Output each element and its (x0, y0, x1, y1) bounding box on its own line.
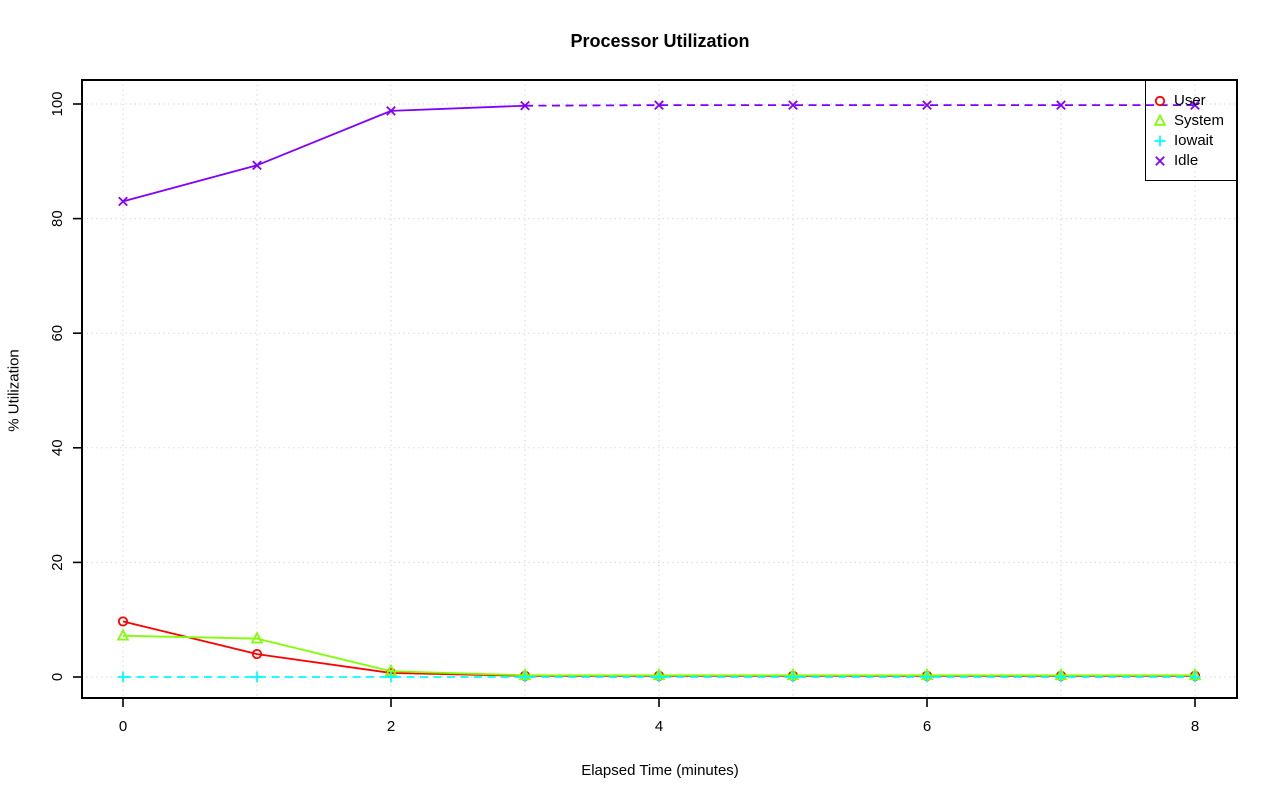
svg-text:80: 80 (49, 210, 66, 227)
svg-text:0: 0 (119, 718, 127, 735)
series-iowait (117, 671, 1201, 683)
legend-item-system: System (1146, 111, 1236, 131)
legend-label-idle: Idle (1174, 152, 1199, 169)
legend-item-idle: Idle (1146, 151, 1236, 171)
legend-label-user: User (1174, 92, 1206, 109)
svg-text:4: 4 (655, 718, 663, 735)
svg-text:0: 0 (49, 673, 66, 681)
svg-text:60: 60 (49, 325, 66, 342)
series-idle (118, 100, 1200, 207)
chart-title: Processor Utilization (570, 31, 750, 51)
plot-box (81, 79, 1238, 699)
svg-text:6: 6 (923, 718, 931, 735)
svg-text:20: 20 (49, 554, 66, 571)
x-axis-label: Elapsed Time (minutes) (581, 762, 739, 779)
gridlines (82, 80, 1237, 698)
svg-text:8: 8 (1191, 718, 1199, 735)
legend-item-iowait: Iowait (1146, 131, 1236, 151)
x-axis: 0 2 4 6 8 (119, 699, 1199, 735)
legend-label-system: System (1174, 112, 1225, 129)
legend-item-user: User (1146, 91, 1236, 111)
svg-text:2: 2 (387, 718, 395, 735)
system-triangle-marker-icon (1153, 113, 1167, 128)
svg-text:100: 100 (49, 91, 66, 116)
y-axis: 0 20 40 60 80 100 (49, 91, 81, 681)
legend: User System Iowait Idle (1145, 80, 1237, 181)
legend-label-iowait: Iowait (1174, 132, 1214, 149)
idle-x-marker-icon (1153, 154, 1167, 168)
svg-text:40: 40 (49, 439, 66, 456)
iowait-plus-marker-icon (1153, 134, 1167, 148)
y-axis-label: % Utilization (5, 349, 23, 432)
user-circle-marker-icon (1153, 94, 1167, 108)
